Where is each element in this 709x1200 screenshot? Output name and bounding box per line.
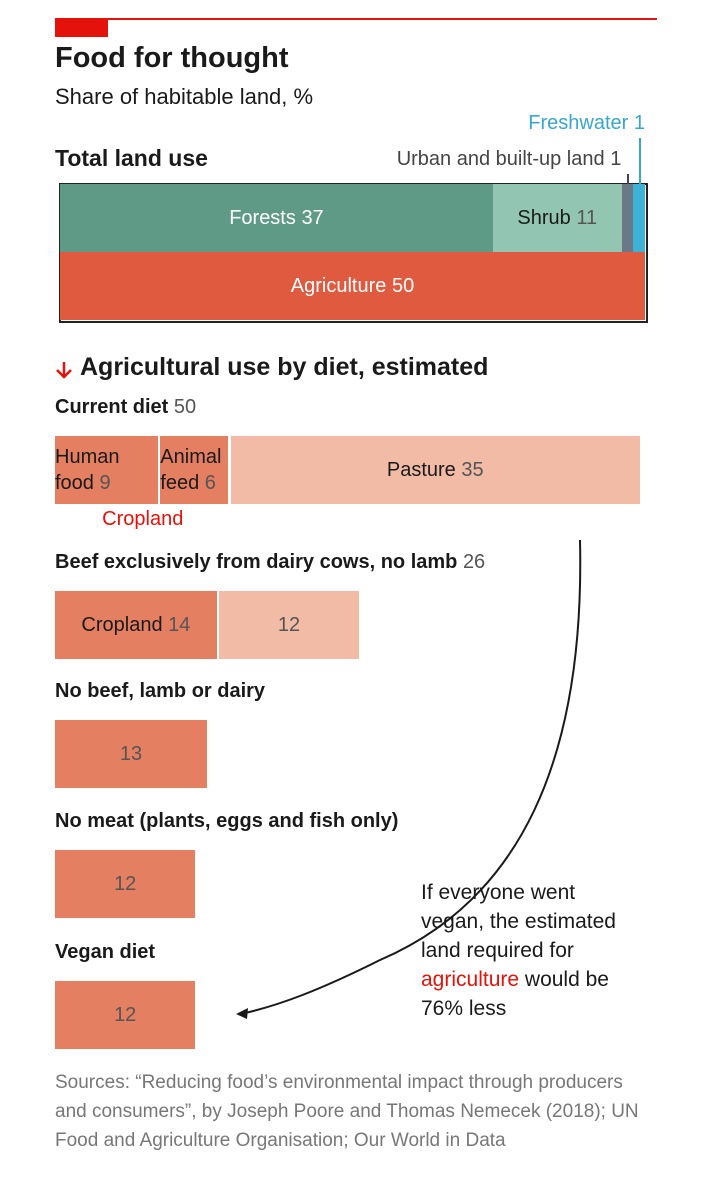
segment-label: Animal feed 6 — [160, 444, 228, 496]
row-name: Vegan diet — [55, 941, 156, 963]
group-label: Cropland — [102, 508, 184, 530]
segment-name: Forests — [229, 207, 296, 229]
segment-value: 12 — [114, 1004, 137, 1026]
callout-name: Freshwater — [528, 112, 629, 134]
callout-name: Urban and built-up land — [396, 148, 605, 170]
row-name: Current diet — [55, 396, 169, 418]
bar-segment — [633, 184, 645, 252]
brand-line — [108, 18, 657, 20]
bar-segment: Shrub 11 — [492, 184, 622, 252]
segment-value: 12 — [277, 614, 301, 636]
segment-value: 14 — [168, 614, 191, 636]
bar-segment: 12 — [55, 981, 196, 1049]
row-name: No beef, lamb or dairy — [55, 680, 266, 702]
row-name: Beef exclusively from dairy cows, no lam… — [55, 551, 458, 573]
row-label: Beef exclusively from dairy cows, no lam… — [55, 551, 485, 574]
callout-value: 1 — [610, 148, 622, 170]
row-name: No meat (plants, eggs and fish only) — [55, 810, 399, 832]
segment-label: Shrub 11 — [517, 205, 597, 231]
segment-label: 13 — [120, 741, 142, 767]
segment-value: 11 — [576, 207, 598, 229]
bar-segment: 12 — [55, 850, 196, 918]
bar-segment: Pasture 35 — [230, 436, 640, 504]
segment-name: Cropland — [81, 614, 163, 636]
segment-value: 6 — [204, 472, 216, 494]
segment-label: 12 — [278, 612, 300, 638]
segment-label: 12 — [114, 871, 136, 897]
segment-value: 37 — [301, 207, 324, 229]
segment-value: 35 — [461, 459, 484, 481]
segment-value: 50 — [391, 275, 415, 297]
bar-segment — [621, 184, 634, 252]
callout-label: Freshwater 1 — [528, 112, 645, 135]
segment-label: Human food 9 — [55, 444, 158, 496]
segment-value: 9 — [99, 472, 111, 494]
heading-arrow — [56, 362, 72, 379]
annotation-text: If everyone went vegan, the estimated la… — [421, 881, 616, 962]
row-label: Current diet 50 — [55, 396, 196, 419]
segment-name: Pasture — [386, 459, 456, 481]
arrow-head — [236, 1008, 248, 1019]
chart-title: Agricultural use by diet, estimated — [80, 353, 489, 381]
bar-segment: 13 — [55, 720, 208, 788]
segment-label: Agriculture 50 — [291, 273, 414, 299]
row-label: No beef, lamb or dairy — [55, 680, 265, 703]
bar-segment: 12 — [218, 591, 360, 659]
chart-title: Total land use — [55, 145, 208, 171]
bar-segment: Agriculture 50 — [60, 252, 645, 320]
segment-label: Pasture 35 — [387, 457, 484, 483]
subtitle: Share of habitable land, % — [55, 84, 314, 109]
segment-name: Shrub — [517, 207, 571, 229]
segment-name: Agriculture — [290, 275, 387, 297]
segment-name: Animal feed — [160, 446, 222, 494]
leader-line — [639, 138, 641, 184]
bar-segment: Human food 9 — [55, 436, 161, 504]
row-label: No meat (plants, eggs and fish only) — [55, 810, 398, 833]
segment-label: 12 — [114, 1002, 136, 1028]
bar-segment: Animal feed 6 — [160, 436, 231, 504]
row-total: 26 — [462, 551, 486, 573]
annotation-text: would be 76% less — [421, 968, 609, 1020]
title: Food for thought — [55, 42, 289, 74]
segment-label: Forests 37 — [229, 205, 324, 231]
callout-label: Urban and built-up land 1 — [397, 148, 622, 171]
brand-block — [55, 18, 108, 37]
annotation-highlight: agriculture — [421, 968, 520, 991]
segment-label: Cropland 14 — [81, 612, 190, 638]
segment-value: 12 — [114, 873, 137, 895]
leader-line — [627, 174, 629, 184]
callout-value: 1 — [633, 112, 645, 134]
annotation-arrow — [244, 539, 582, 1014]
source: Sources: “Reducing food’s environmental … — [55, 1072, 639, 1151]
bar-segment: Forests 37 — [60, 184, 493, 252]
segment-value: 13 — [119, 743, 143, 765]
segment-name: Human food — [55, 446, 120, 494]
bar-segment: Cropland 14 — [55, 591, 219, 659]
annotation: If everyone went vegan, the estimated la… — [421, 878, 636, 1023]
row-label: Vegan diet — [55, 941, 155, 964]
row-total: 50 — [173, 396, 197, 418]
